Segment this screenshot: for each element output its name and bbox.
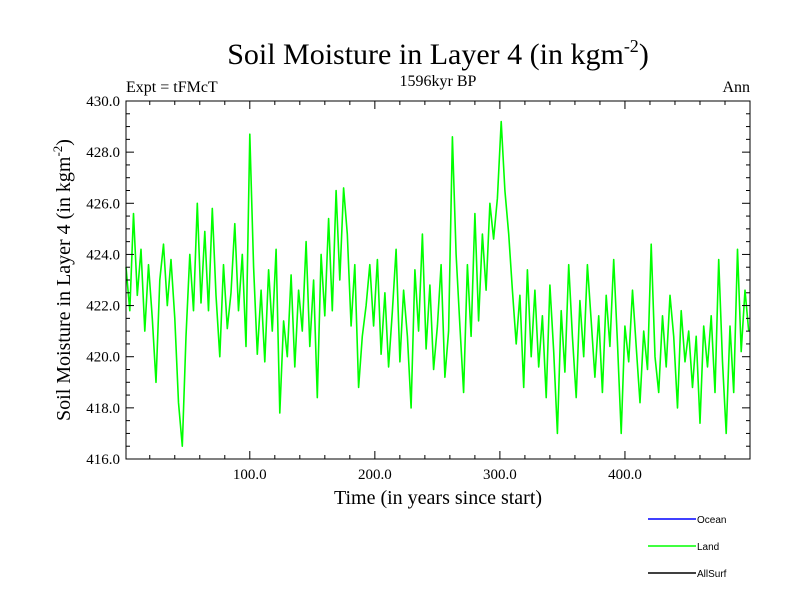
y-tick-label: 430.0 [86,94,120,110]
x-tick-label: 300.0 [483,467,517,483]
y-tick-label: 418.0 [86,401,120,417]
legend-label-allsurf: AllSurf [697,569,727,580]
y-tick-label: 420.0 [86,350,120,366]
legend: Ocean Land AllSurf [648,515,727,580]
y-axis-label: Soil Moisture in Layer 4 (in kgm-2) [50,139,75,421]
y-tick-label: 426.0 [86,196,120,212]
x-tick-label: 400.0 [608,467,642,483]
plot-frame [125,100,751,460]
x-tick-label: 100.0 [233,467,267,483]
period-label: 1596kyr BP [400,73,477,90]
y-tick-label: 422.0 [86,299,120,315]
y-tick-label: 416.0 [86,452,120,468]
chart-title: Soil Moisture in Layer 4 (in kgm-2) [227,36,649,71]
legend-label-ocean: Ocean [697,515,726,526]
plot-area: 100.0 200.0 300.0 400.0 416.0 418.0 420.0 422.0… [86,94,751,483]
experiment-label: Expt = tFMcT [126,79,218,96]
x-axis-label: Time (in years since start) [334,487,542,509]
x-tick-label: 200.0 [358,467,392,483]
y-tick-label: 428.0 [86,145,120,161]
legend-label-land: Land [697,542,719,553]
season-label: Ann [722,79,750,96]
series-line-land [125,120,750,448]
y-tick-label: 424.0 [86,247,120,263]
